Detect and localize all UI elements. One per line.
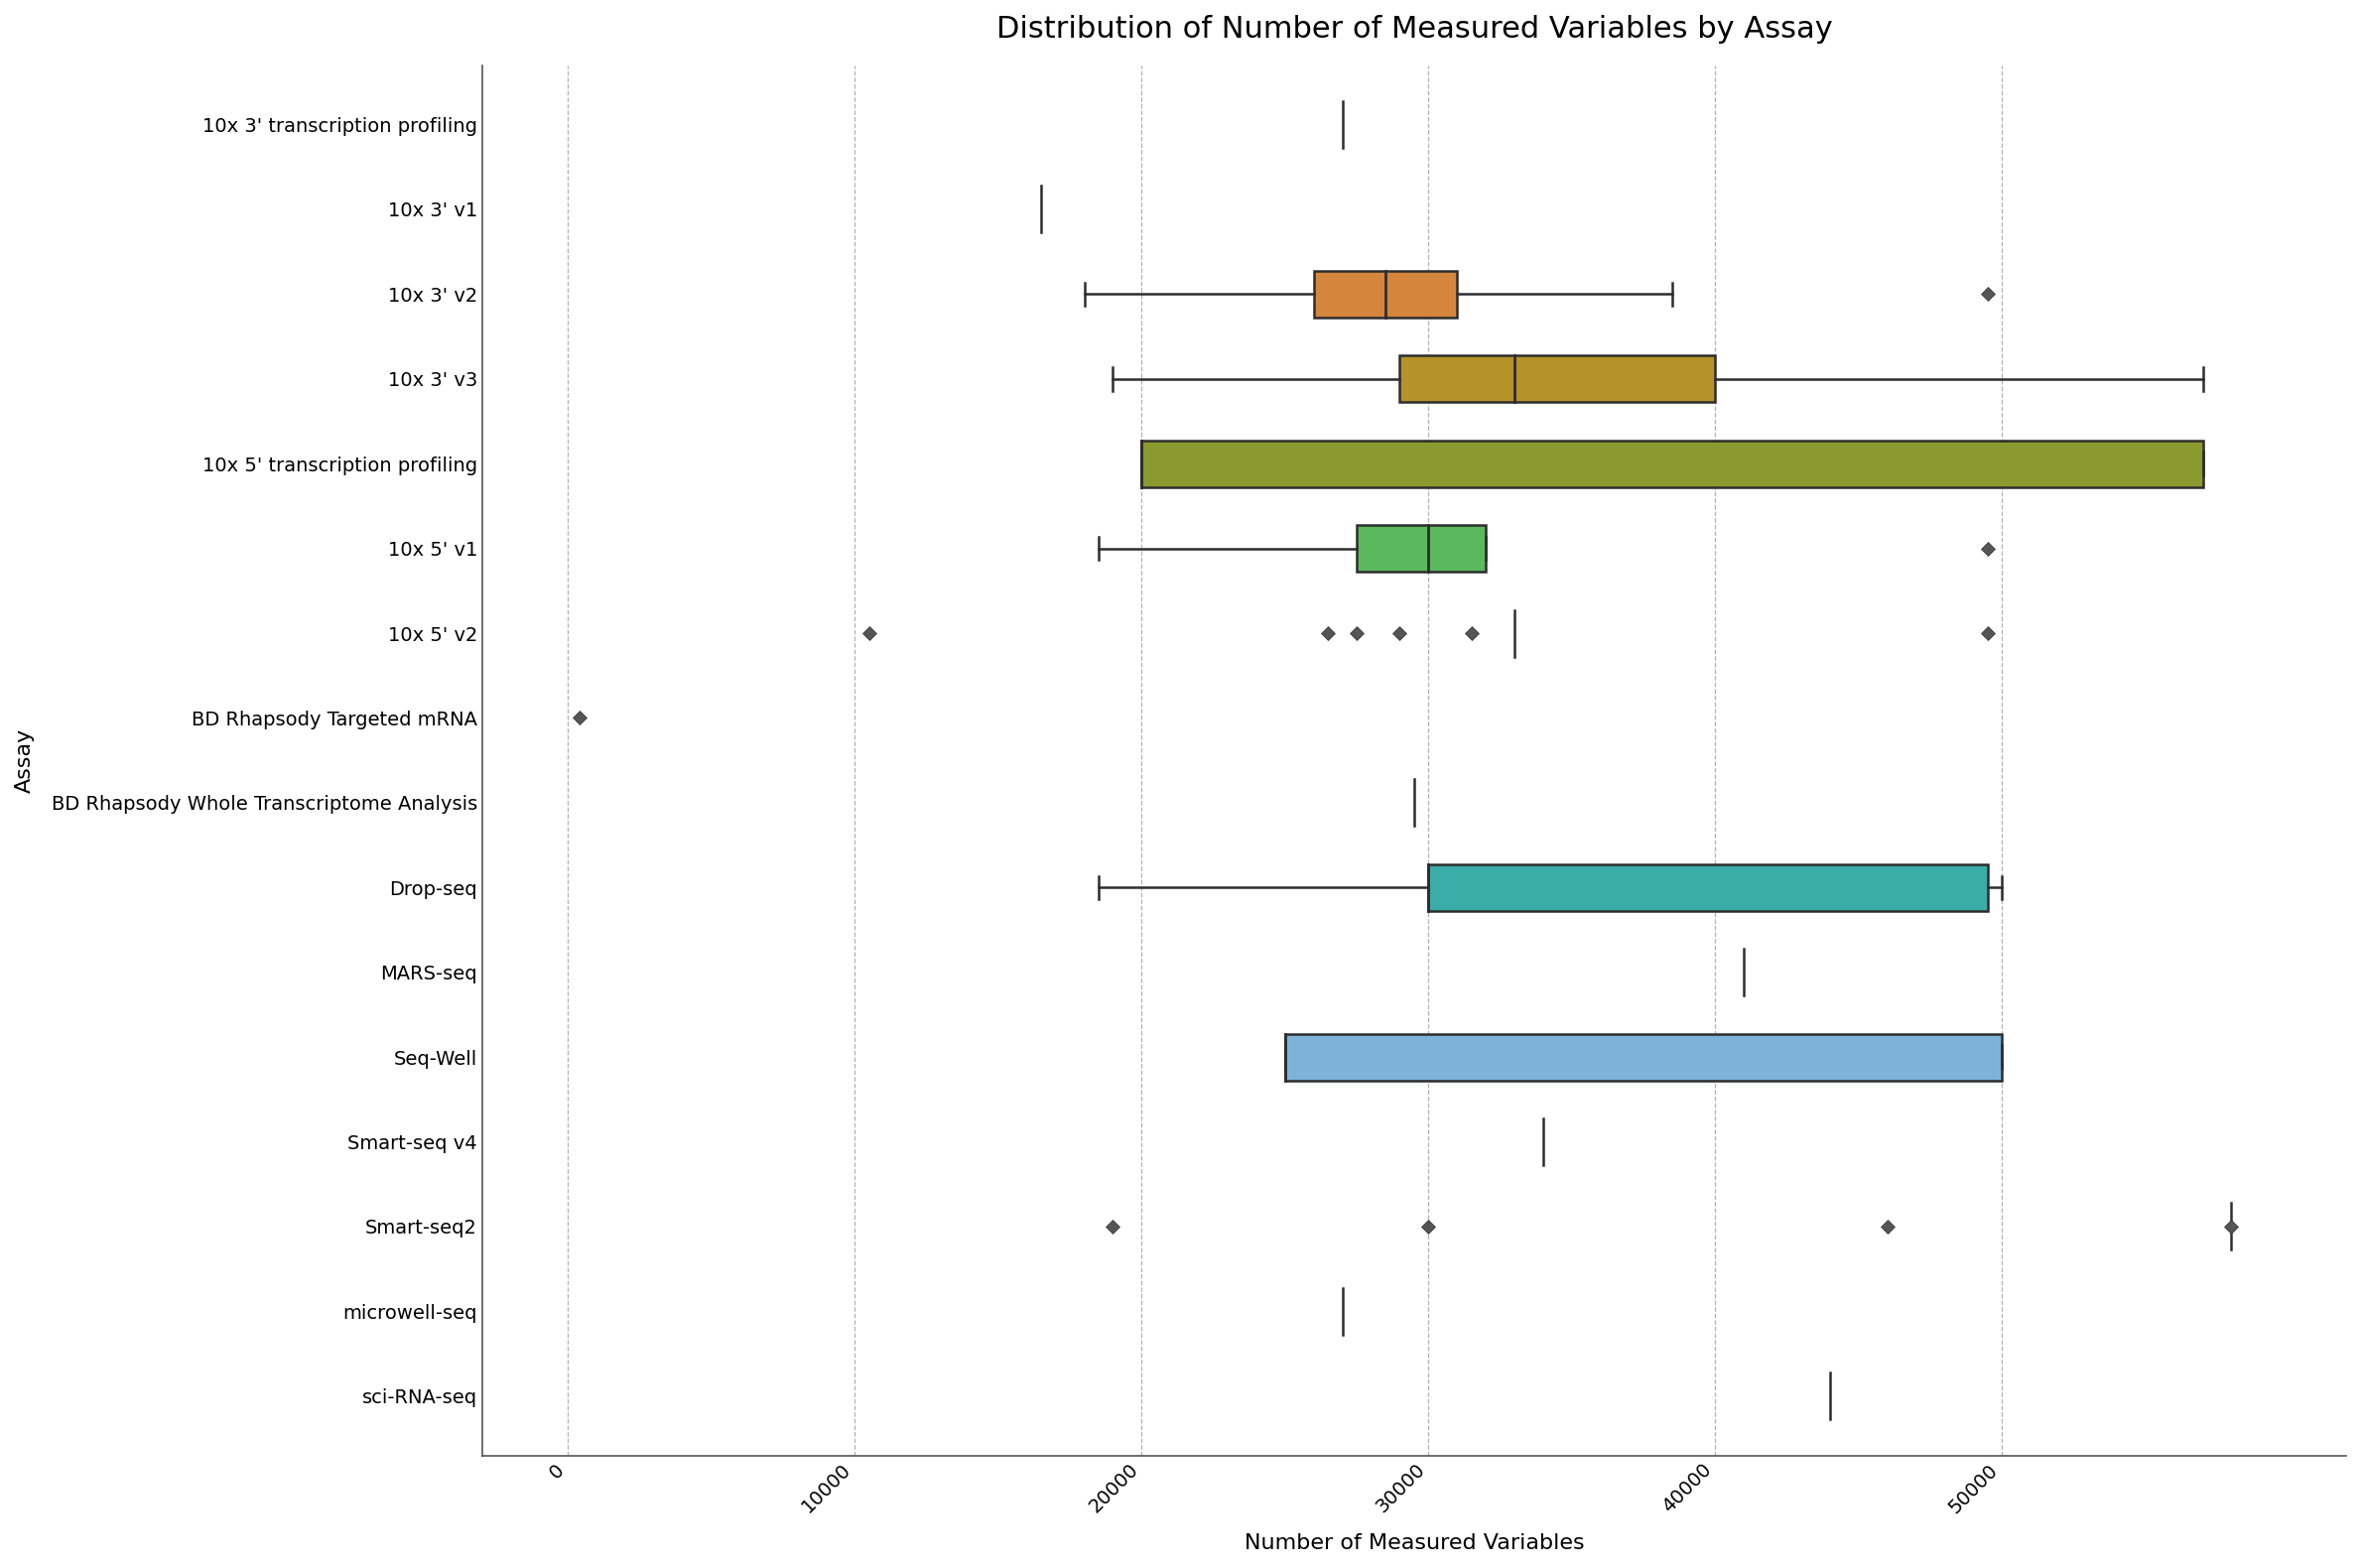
Bar — [1284, 1033, 2002, 1080]
Bar — [1143, 441, 2203, 488]
Bar — [1358, 525, 1485, 572]
Bar — [1313, 271, 1457, 317]
Bar — [1428, 864, 1988, 911]
Title: Distribution of Number of Measured Variables by Assay: Distribution of Number of Measured Varia… — [996, 14, 1832, 44]
Bar — [1400, 356, 1714, 403]
Y-axis label: Assay: Assay — [14, 728, 35, 793]
X-axis label: Number of Measured Variables: Number of Measured Variables — [1244, 1534, 1584, 1554]
